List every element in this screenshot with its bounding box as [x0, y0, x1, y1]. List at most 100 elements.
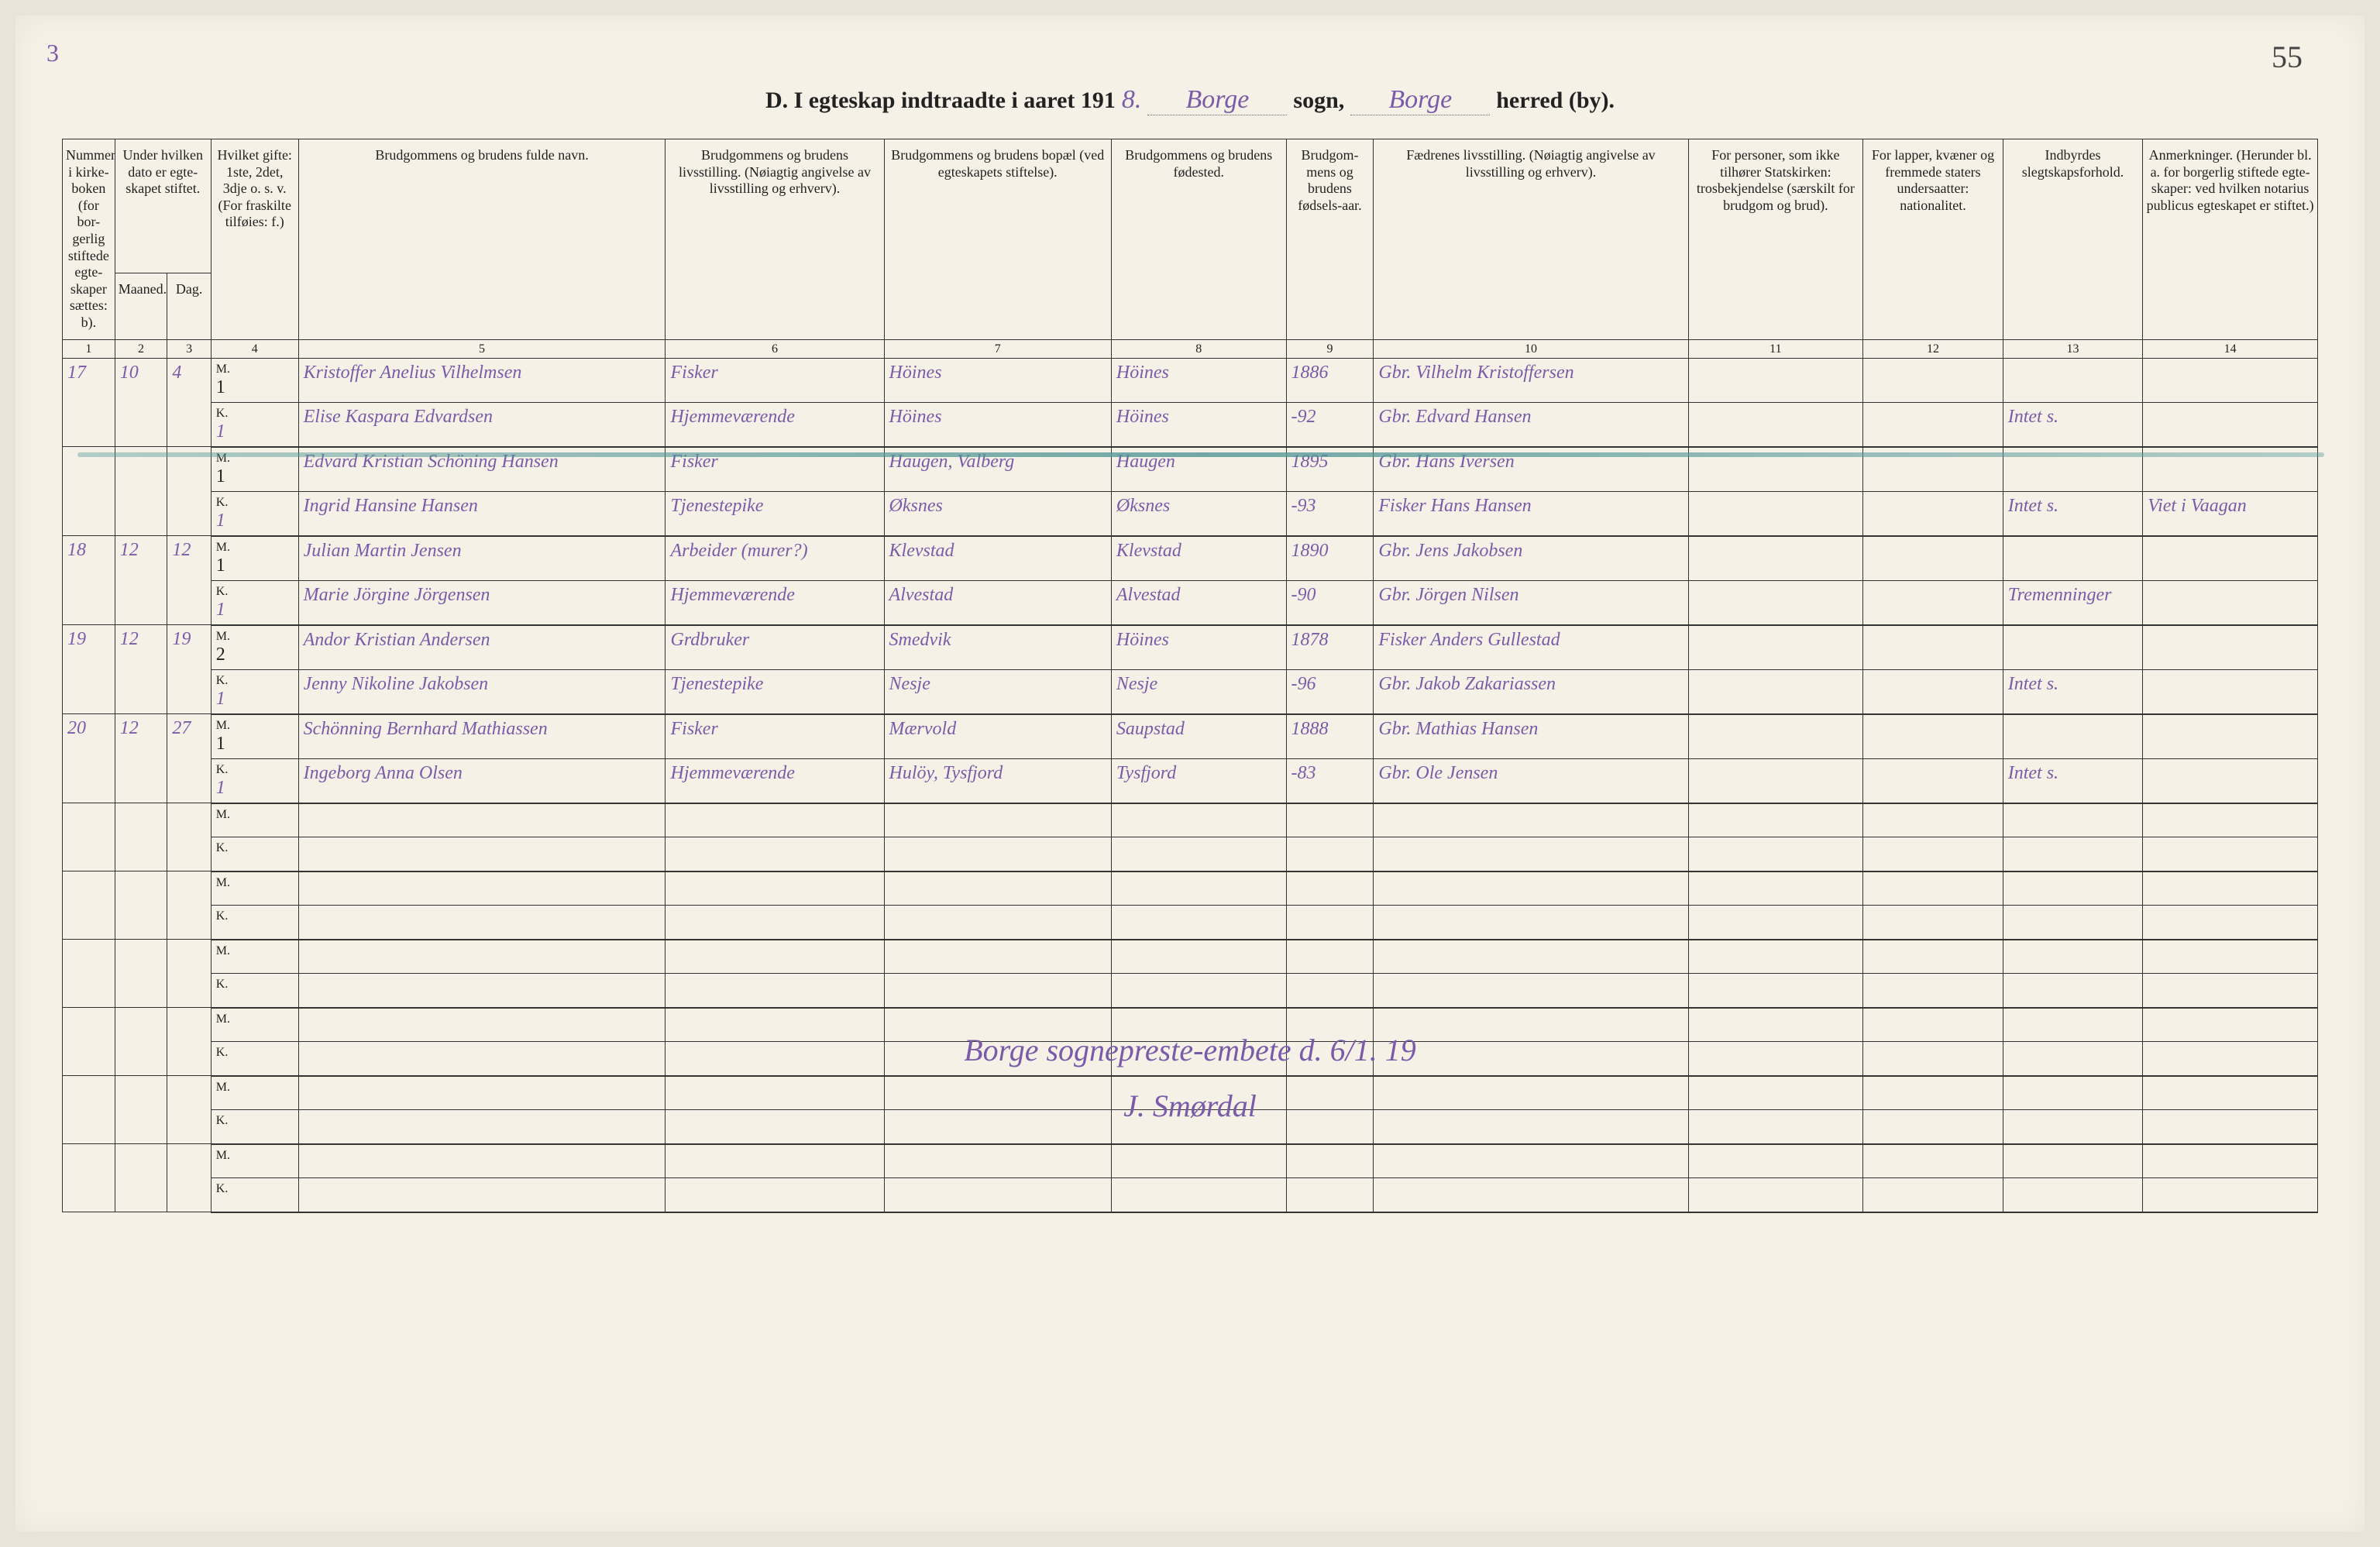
page-mark-right: 55: [2272, 39, 2303, 75]
table-row: 181212M.1Julian Martin JensenArbeider (m…: [63, 536, 2318, 580]
cell-empty: [1688, 1144, 1863, 1178]
cell-dag: [167, 803, 211, 871]
cell-dag: [167, 447, 211, 536]
cell-anm: [2143, 669, 2318, 713]
cell-maaned: [115, 447, 167, 536]
table-row: K.1Elise Kaspara EdvardsenHjemmeværendeH…: [63, 402, 2318, 446]
cell-num: 19: [63, 625, 115, 714]
cell-empty: [1374, 906, 1688, 940]
col-header-8: Brudgommens og brudens fødested.: [1111, 139, 1286, 340]
cell-empty: [1863, 906, 2003, 940]
cell-maaned: [115, 1008, 167, 1076]
gifte-value: 1: [216, 733, 294, 755]
cell-empty: [1374, 1144, 1688, 1178]
cell-stilling: Arbeider (murer?): [666, 536, 884, 580]
cell-gifte-m: M.2: [211, 625, 298, 669]
cell-empty: [1863, 1042, 2003, 1076]
col-header-2b: Dag.: [167, 273, 211, 339]
cell-far: Gbr. Vilhelm Kristoffersen: [1374, 358, 1688, 402]
table-row: 17104M.1Kristoffer Anelius VilhelmsenFis…: [63, 358, 2318, 402]
header-herred-value: Borge: [1350, 85, 1490, 115]
cell-empty: [1111, 906, 1286, 940]
cell-empty: [1374, 1178, 1688, 1212]
cell-anm: [2143, 580, 2318, 624]
col-num: 11: [1688, 339, 1863, 358]
cell-empty: [1688, 1110, 1863, 1144]
col-header-11: For personer, som ikke tilhører Statskir…: [1688, 139, 1863, 340]
cell-empty: [2003, 940, 2143, 974]
cell-empty: [1863, 1144, 2003, 1178]
cell-anm: Viet i Vaagan: [2143, 491, 2318, 535]
cell-far: Fisker Anders Gullestad: [1374, 625, 1688, 669]
cell-empty: [1863, 803, 2003, 837]
cell-slegt: [2003, 714, 2143, 758]
cell-empty: [884, 1178, 1111, 1212]
col-num: 8: [1111, 339, 1286, 358]
cell-maaned: [115, 940, 167, 1008]
cell-maaned: [115, 871, 167, 940]
cell-empty: [2143, 974, 2318, 1008]
signature-line2: J. Smørdal: [964, 1078, 1416, 1134]
cell-bopael: Mærvold: [884, 714, 1111, 758]
cell-empty: [2003, 1008, 2143, 1042]
table-row-empty: K.: [63, 906, 2318, 940]
col-num: 1: [63, 339, 115, 358]
mk-letter: K.: [216, 495, 294, 510]
cell-empty: [1374, 1042, 1688, 1076]
table-row: K.1Ingeborg Anna OlsenHjemmeværendeHulöy…: [63, 758, 2318, 803]
cell-gifte-k: K.1: [211, 580, 298, 624]
cell-empty: [1374, 1008, 1688, 1042]
cell-empty: [1863, 940, 2003, 974]
cell-stilling: Grdbruker: [666, 625, 884, 669]
cell-empty: [666, 803, 884, 837]
gifte-value: 1: [216, 555, 294, 577]
cell-empty: [298, 1144, 666, 1178]
cell-anm: [2143, 758, 2318, 803]
cell-gifte-m: M.1: [211, 714, 298, 758]
cell-aar: 1886: [1286, 358, 1374, 402]
cell-aar: -92: [1286, 402, 1374, 446]
cell-fodested: Höines: [1111, 358, 1286, 402]
cell-gifte-k: K.1: [211, 402, 298, 446]
cell-maaned: [115, 1076, 167, 1144]
register-page: 3 55 D. I egteskap indtraadte i aaret 19…: [15, 15, 2365, 1532]
gifte-value: 1: [216, 376, 294, 399]
cell-fodested: Klevstad: [1111, 536, 1286, 580]
mk-letter: M.: [216, 540, 294, 555]
cell-empty: [666, 1178, 884, 1212]
cell-empty: [1286, 871, 1374, 906]
cell-anm: [2143, 358, 2318, 402]
cell-dag: [167, 1076, 211, 1144]
cell-aar: 1890: [1286, 536, 1374, 580]
mk-letter: M.: [216, 1012, 294, 1026]
cell-far: Gbr. Jörgen Nilsen: [1374, 580, 1688, 624]
cell-empty: [666, 837, 884, 871]
cell-empty: [1688, 1008, 1863, 1042]
cell-anm: [2143, 536, 2318, 580]
cell-empty: [2143, 1042, 2318, 1076]
table-row: K.1Ingrid Hansine HansenTjenestepikeØksn…: [63, 491, 2318, 535]
cell-empty: [2003, 1110, 2143, 1144]
col-header-6: Brudgommens og brudens livsstilling. (Nø…: [666, 139, 884, 340]
col-num: 10: [1374, 339, 1688, 358]
cell-bopael: Øksnes: [884, 491, 1111, 535]
cell-slegt: Intet s.: [2003, 758, 2143, 803]
cell-empty: [1286, 974, 1374, 1008]
cell-navn: Ingeborg Anna Olsen: [298, 758, 666, 803]
cell-gifte-k: K.: [211, 1178, 298, 1212]
cell-empty: [666, 940, 884, 974]
cell-num: [63, 803, 115, 871]
cell-empty: [1863, 837, 2003, 871]
cell-aar: 1888: [1286, 714, 1374, 758]
cell-fodested: Saupstad: [1111, 714, 1286, 758]
cell-empty: [2003, 837, 2143, 871]
cell-bopael: Alvestad: [884, 580, 1111, 624]
cell-empty: [2003, 1076, 2143, 1110]
cell-slegt: Intet s.: [2003, 402, 2143, 446]
cell-empty: [298, 837, 666, 871]
cell-fodested: Øksnes: [1111, 491, 1286, 535]
cell-dag: [167, 940, 211, 1008]
cell-far: Fisker Hans Hansen: [1374, 491, 1688, 535]
cell-fodested: Höines: [1111, 402, 1286, 446]
cell-gifte-k: K.: [211, 837, 298, 871]
